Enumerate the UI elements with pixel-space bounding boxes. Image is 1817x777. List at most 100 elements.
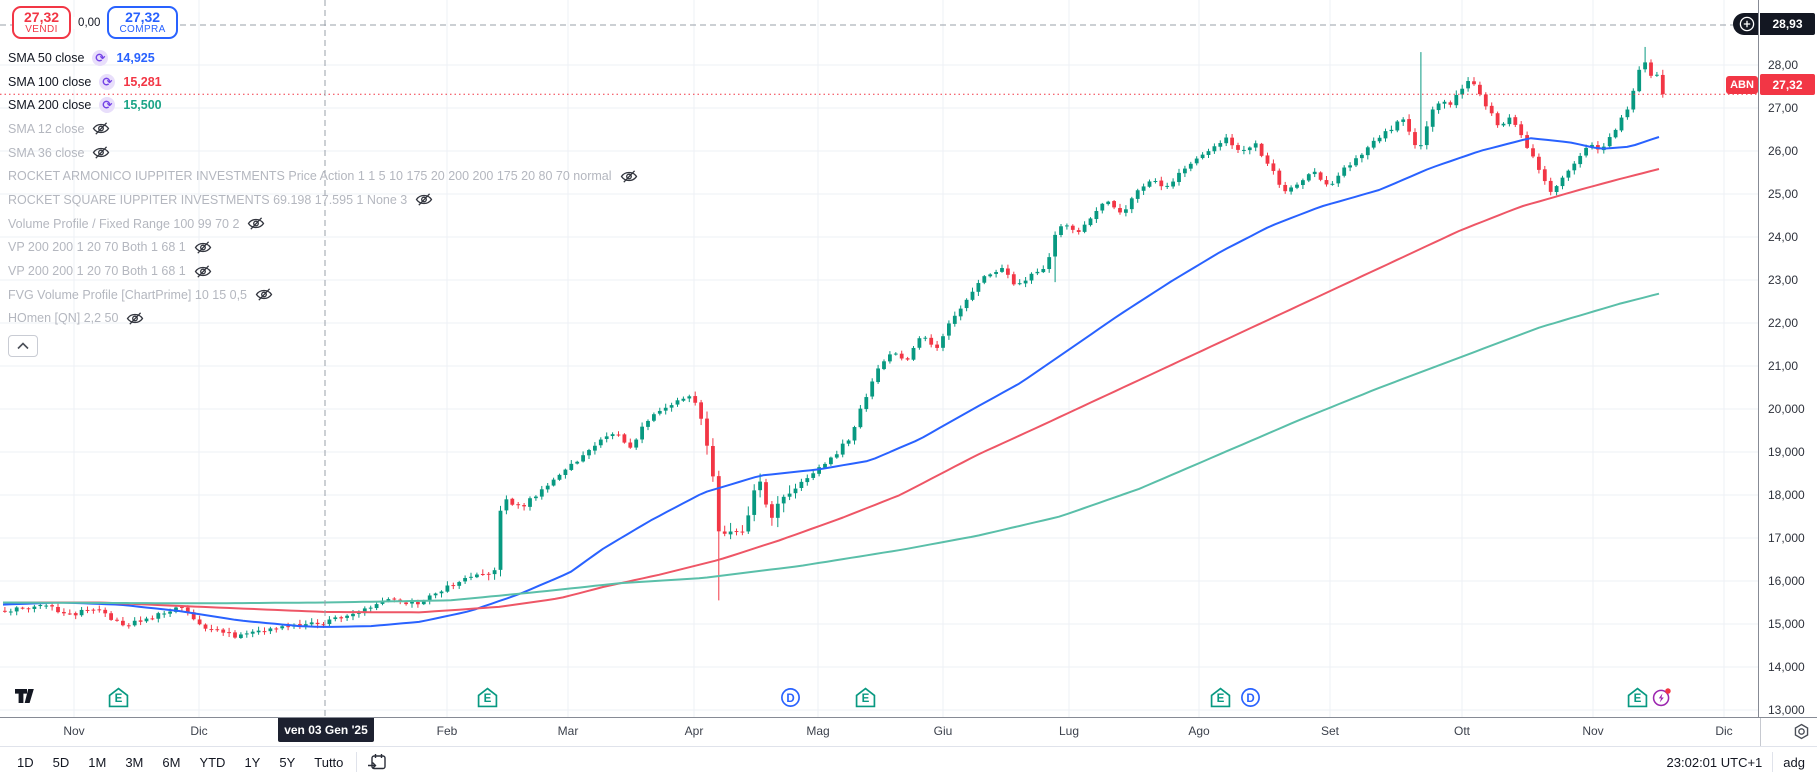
legend-item-label: FVG Volume Profile [ChartPrime] 10 15 0,… [8,287,247,302]
range-button-1m[interactable]: 1M [88,754,107,770]
add-alert-button[interactable] [1733,13,1758,35]
range-button-1y[interactable]: 1Y [244,754,261,770]
month-label: Nov [1582,724,1604,738]
month-label: Mag [806,724,830,738]
eye-off-icon[interactable] [194,264,212,278]
legend-item[interactable]: SMA 12 close [8,117,638,141]
range-button-3m[interactable]: 3M [125,754,144,770]
eye-off-icon[interactable] [194,241,212,254]
price-tick-label: 17,000 [1768,531,1805,545]
price-axis[interactable]: 28,93 27,32 28,00 27,00 26,00 25,00 24,00 23,… [1760,0,1817,717]
dividend-marker[interactable]: D [779,686,801,708]
sell-button[interactable]: 27,32 VENDI [12,6,72,40]
eye-off-icon[interactable] [92,146,110,159]
legend-item[interactable]: ROCKET ARMONICO IUPPITER INVESTMENTS Pri… [8,164,638,188]
sma-line-3 [3,292,1660,605]
clock[interactable]: 23:02:01 UTC+1 [1666,754,1763,770]
sell-label: VENDI [25,23,58,35]
candles-layer [3,46,1665,639]
legend-item[interactable]: VP 200 200 1 20 70 Both 1 68 1 [8,259,638,283]
svg-text:D: D [1246,692,1254,704]
price-tick-label: 19,000 [1768,445,1805,459]
earnings-icon: E [1210,687,1230,707]
loading-icon: ⟳ [99,97,116,114]
axis-settings-icon[interactable] [1793,723,1810,745]
legend-item[interactable]: Volume Profile / Fixed Range 100 99 70 2 [8,212,638,236]
month-label: Mar [557,724,579,738]
range-button-5y[interactable]: 5Y [279,754,296,770]
eye-off-icon[interactable] [620,170,638,183]
tradingview-logo[interactable] [14,686,38,711]
earnings-marker[interactable]: E [1209,686,1231,708]
earnings-icon: E [108,687,128,707]
buy-button[interactable]: 27,32 COMPRA [107,6,178,40]
axis-corner-separator [1760,718,1761,747]
spread-value: 0,00 [71,16,108,29]
legend-item-label: SMA 12 close [8,121,85,136]
legend-item[interactable]: FVG Volume Profile [ChartPrime] 10 15 0,… [8,283,638,307]
price-tick-label: 13,000 [1768,703,1805,717]
legend-item[interactable]: SMA 50 close ⟳ 14,925 [8,46,638,70]
adjusted-data-toggle[interactable]: adg [1783,754,1805,770]
legend-item-label: ROCKET ARMONICO IUPPITER INVESTMENTS Pri… [8,169,612,184]
legend-item[interactable]: SMA 200 close ⟳ 15,500 [8,93,638,117]
legend-item[interactable]: ROCKET SQUARE IUPPITER INVESTMENTS 69.19… [8,188,638,212]
time-axis[interactable]: Nov Dic Feb Mar Apr Mag Giu Lug Ago Set Ott Nov Dic v… [0,717,1817,747]
month-label: Ago [1188,724,1210,738]
price-tick-label: 15,000 [1768,617,1805,631]
toolbar-divider [356,752,358,772]
earnings-icon: E [477,687,497,707]
legend-collapse-button[interactable] [8,335,38,358]
range-button-5d[interactable]: 5D [52,754,70,770]
eye-off-icon[interactable] [255,288,273,301]
earnings-marker[interactable]: E [476,686,498,708]
month-label: Giu [933,724,953,738]
legend-item-label: VP 200 200 1 20 70 Both 1 68 1 [8,264,186,279]
calendar-icon [368,754,387,770]
eye-off-icon[interactable] [247,217,265,230]
earnings-marker[interactable]: E [1626,686,1648,708]
symbol-badge: ABN [1726,76,1758,94]
chart-pane[interactable]: 27,32 VENDI 0,00 27,32 COMPRA SMA 50 clo… [0,0,1759,717]
month-label: Dic [190,724,208,738]
eye-off-icon[interactable] [415,193,433,207]
buy-price: 27,32 [125,9,161,25]
range-button-6m[interactable]: 6M [162,754,181,770]
price-tick-label: 16,000 [1768,574,1805,588]
price-tick-label: 23,00 [1768,273,1799,287]
earnings-marker[interactable]: E [107,686,129,708]
range-button-tutto[interactable]: Tutto [314,754,344,770]
bottom-toolbar: 1D 5D 1M 3M 6M YTD 1Y 5Y Tutto 23:02:01 UTC+1 ad… [0,746,1817,777]
month-label: Nov [63,724,85,738]
loading-icon: ⟳ [92,49,109,66]
eye-off-icon[interactable] [126,312,144,325]
price-tick-label: 25,00 [1768,187,1799,201]
legend-item[interactable]: HOmen [QN] 2,2 50 [8,307,638,331]
month-label: Ott [1453,724,1471,738]
dividend-icon: D [780,687,800,707]
sell-price: 27,32 [24,9,60,25]
price-tick-label: 20,000 [1768,402,1805,416]
dividend-marker[interactable]: D [1239,686,1261,708]
earnings-icon: E [855,687,875,707]
legend-item-label: SMA 200 close [8,98,92,113]
toolbar-right: 23:02:01 UTC+1 adg [1667,752,1805,772]
range-button-1d[interactable]: 1D [17,754,34,770]
gridlines [0,0,1758,717]
legend-item[interactable]: SMA 100 close ⟳ 15,281 [8,70,638,94]
bolt-marker[interactable] [1651,686,1673,708]
earnings-icon: E [1627,687,1647,707]
svg-text:E: E [861,693,869,705]
earnings-marker[interactable]: E [854,686,876,708]
price-tick-label: 22,00 [1768,316,1799,330]
legend-item[interactable]: SMA 36 close [8,141,638,165]
legend-item[interactable]: VP 200 200 1 20 70 Both 1 68 1 [8,236,638,260]
month-label: Feb [436,724,458,738]
legend-item-label: VP 200 200 1 20 70 Both 1 68 1 [8,240,186,255]
chevron-up-icon [17,342,29,350]
eye-off-icon[interactable] [92,122,110,136]
range-button-ytd[interactable]: YTD [199,754,226,770]
plus-circle-icon [1739,16,1754,32]
go-to-date-button[interactable] [367,752,388,772]
